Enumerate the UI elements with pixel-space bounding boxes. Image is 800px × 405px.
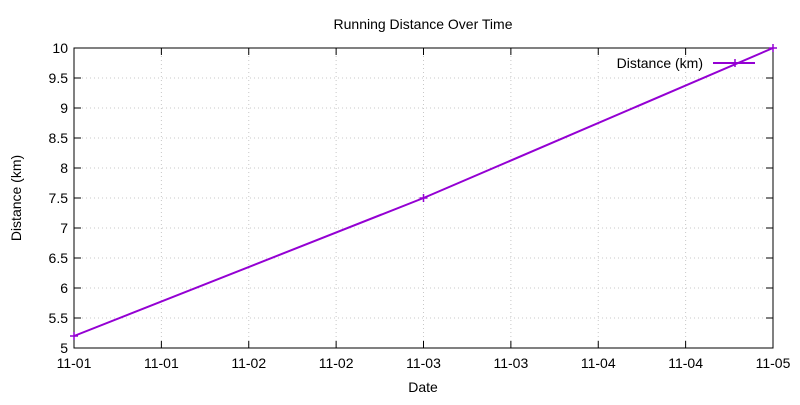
y-tick-label: 10 <box>52 40 68 56</box>
y-tick-label: 5 <box>60 340 68 356</box>
x-tick-label: 11-03 <box>493 355 528 371</box>
x-tick-label: 11-04 <box>581 355 616 371</box>
legend-label: Distance (km) <box>617 55 703 71</box>
x-axis-label: Date <box>408 379 438 395</box>
x-tick-label: 11-04 <box>668 355 703 371</box>
x-tick-label: 11-01 <box>144 355 179 371</box>
data-point-marker <box>70 332 78 340</box>
y-tick-label: 7 <box>60 220 68 236</box>
x-tick-label: 11-03 <box>406 355 441 371</box>
x-tick-label: 11-02 <box>319 355 354 371</box>
legend: Distance (km) <box>617 55 755 71</box>
data-point-marker <box>769 44 777 52</box>
chart-title: Running Distance Over Time <box>334 16 513 32</box>
y-tick-label: 8.5 <box>49 130 69 146</box>
data-point-marker <box>419 194 428 202</box>
x-axis-ticks: 11-01 11-01 11-02 11-02 11-03 11-03 11-04 11-04… <box>57 48 791 371</box>
x-tick-label: 11-05 <box>756 355 791 371</box>
y-axis-ticks: 5 5.5 6 6.5 7 7.5 8 8.5 9 9.5 10 <box>49 40 773 356</box>
x-tick-label: 11-01 <box>57 355 92 371</box>
legend-marker-icon <box>731 59 739 67</box>
y-tick-label: 9.5 <box>49 70 69 86</box>
y-axis-label: Distance (km) <box>8 155 24 241</box>
x-tick-label: 11-02 <box>231 355 266 371</box>
y-tick-label: 7.5 <box>49 190 69 206</box>
y-tick-label: 5.5 <box>49 310 69 326</box>
y-tick-label: 8 <box>60 160 68 176</box>
data-series <box>70 44 777 340</box>
y-tick-label: 6 <box>60 280 68 296</box>
plot-area-border <box>73 47 774 349</box>
y-tick-label: 6.5 <box>49 250 69 266</box>
y-tick-label: 9 <box>60 100 68 116</box>
grid-lines <box>74 48 773 348</box>
